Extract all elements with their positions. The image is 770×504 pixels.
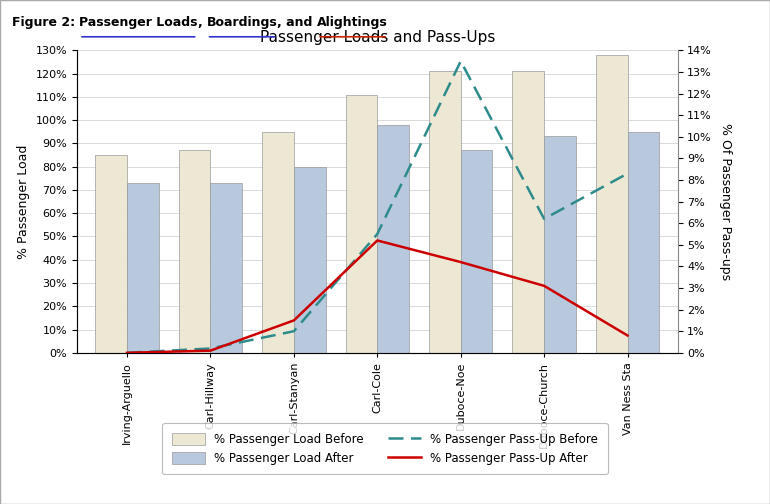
Text: Boardings: Boardings: [206, 16, 277, 29]
Bar: [429, 72, 460, 353]
Bar: [127, 183, 159, 353]
Bar: [460, 150, 493, 353]
Bar: [377, 125, 409, 353]
Bar: [513, 72, 544, 353]
Text: Alightings: Alightings: [317, 16, 388, 29]
Text: , and: , and: [277, 16, 317, 29]
Bar: [262, 132, 294, 353]
Bar: [95, 155, 127, 353]
Text: Figure 2:: Figure 2:: [12, 16, 79, 29]
Y-axis label: % Of Passenger Pass-ups: % Of Passenger Pass-ups: [718, 123, 732, 280]
Text: ,: ,: [198, 16, 206, 29]
Title: Passenger Loads and Pass-Ups: Passenger Loads and Pass-Ups: [259, 30, 495, 45]
Bar: [294, 167, 326, 353]
Bar: [210, 183, 242, 353]
Legend: % Passenger Load Before, % Passenger Load After, % Passenger Pass-Up Before, % P: % Passenger Load Before, % Passenger Loa…: [162, 423, 608, 474]
Bar: [179, 150, 210, 353]
Bar: [544, 137, 576, 353]
Bar: [346, 95, 377, 353]
Y-axis label: % Passenger Load: % Passenger Load: [17, 145, 30, 259]
Bar: [628, 132, 659, 353]
Bar: [596, 55, 628, 353]
Text: Passenger Loads: Passenger Loads: [79, 16, 198, 29]
